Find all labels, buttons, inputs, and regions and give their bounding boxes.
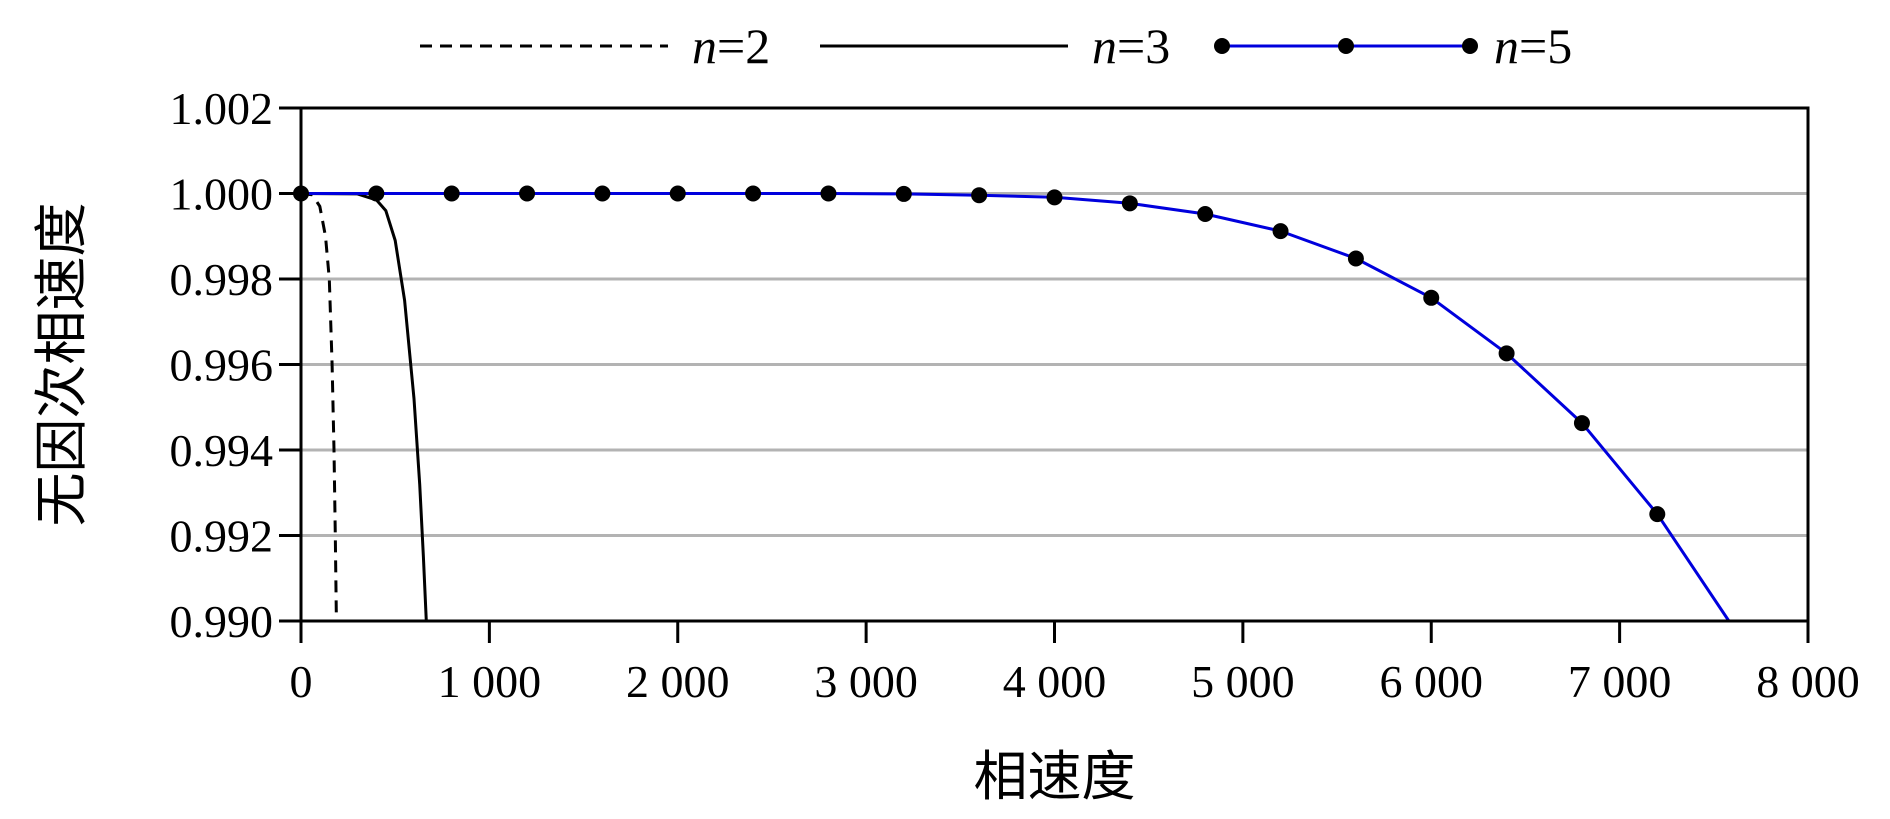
x-tick-label: 7 000 <box>1568 656 1672 707</box>
data-point <box>820 185 837 202</box>
x-tick-label: 0 <box>290 656 313 707</box>
series-line <box>300 192 428 622</box>
series-1 <box>300 192 338 622</box>
data-point <box>1272 223 1289 240</box>
data-point <box>895 185 912 202</box>
x-tick-label: 5 000 <box>1191 656 1295 707</box>
x-tick-label: 8 000 <box>1756 656 1860 707</box>
data-point <box>519 185 536 202</box>
series-line <box>301 192 1731 622</box>
legend-label: n=5 <box>1494 18 1572 74</box>
y-tick-label: 1.002 <box>170 83 274 134</box>
x-tick-label: 6 000 <box>1380 656 1484 707</box>
x-tick-label: 1 000 <box>438 656 542 707</box>
y-axis-ticks: 0.990 0.992 0.994 0.996 0.998 1.000 1.002 <box>170 83 301 647</box>
legend-item: n=3 <box>820 18 1170 74</box>
data-point <box>443 185 460 202</box>
data-point <box>1573 415 1590 432</box>
legend-marker <box>1462 38 1478 54</box>
x-tick-label: 4 000 <box>1003 656 1107 707</box>
series-layer <box>293 185 1731 622</box>
data-point <box>1046 189 1063 206</box>
series-2 <box>300 192 428 622</box>
data-point <box>1423 289 1440 306</box>
y-axis-title: 无因次相速度 <box>30 203 93 527</box>
legend-marker <box>1338 38 1354 54</box>
legend-item: n=2 <box>420 18 770 74</box>
data-point <box>745 185 762 202</box>
data-point <box>594 185 611 202</box>
x-tick-label: 3 000 <box>814 656 918 707</box>
data-point <box>368 185 385 202</box>
legend-item: n=5 <box>1214 18 1572 74</box>
legend: n=2 n=3 n=5 <box>420 18 1572 74</box>
y-tick-label: 1.000 <box>170 169 274 220</box>
series-3 <box>293 185 1731 622</box>
legend-label: n=3 <box>1092 18 1170 74</box>
legend-marker <box>1214 38 1230 54</box>
x-tick-label: 2 000 <box>626 656 730 707</box>
data-point <box>1498 345 1515 362</box>
y-tick-label: 0.998 <box>170 254 274 305</box>
y-tick-label: 0.992 <box>170 511 274 562</box>
data-point <box>1347 250 1364 267</box>
y-tick-label: 0.996 <box>170 340 274 391</box>
data-point <box>1121 195 1138 212</box>
x-axis-title: 相速度 <box>974 745 1136 808</box>
y-tick-label: 0.994 <box>170 425 274 476</box>
grid-lines <box>301 192 1808 537</box>
data-point <box>971 187 988 204</box>
legend-label: n=2 <box>692 18 770 74</box>
data-point <box>669 185 686 202</box>
data-point <box>1649 506 1666 523</box>
series-line <box>300 192 338 622</box>
y-tick-label: 0.990 <box>170 596 274 647</box>
x-axis-ticks: 0 1 000 2 000 3 000 4 000 5 000 6 000 7 000 8 00… <box>290 621 1860 707</box>
data-point <box>1197 206 1214 223</box>
